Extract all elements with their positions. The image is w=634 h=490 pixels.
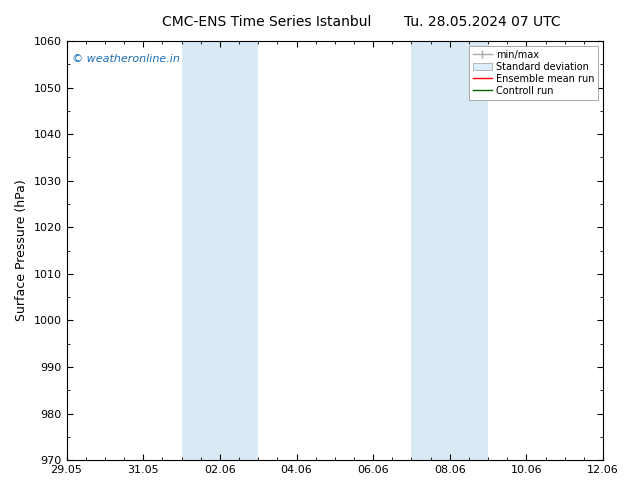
Y-axis label: Surface Pressure (hPa): Surface Pressure (hPa) xyxy=(15,180,28,321)
Bar xyxy=(181,41,258,460)
Legend: min/max, Standard deviation, Ensemble mean run, Controll run: min/max, Standard deviation, Ensemble me… xyxy=(469,46,598,99)
Text: © weatheronline.in: © weatheronline.in xyxy=(72,53,180,64)
Bar xyxy=(411,41,488,460)
Text: Tu. 28.05.2024 07 UTC: Tu. 28.05.2024 07 UTC xyxy=(403,15,560,29)
Text: CMC-ENS Time Series Istanbul: CMC-ENS Time Series Istanbul xyxy=(162,15,371,29)
